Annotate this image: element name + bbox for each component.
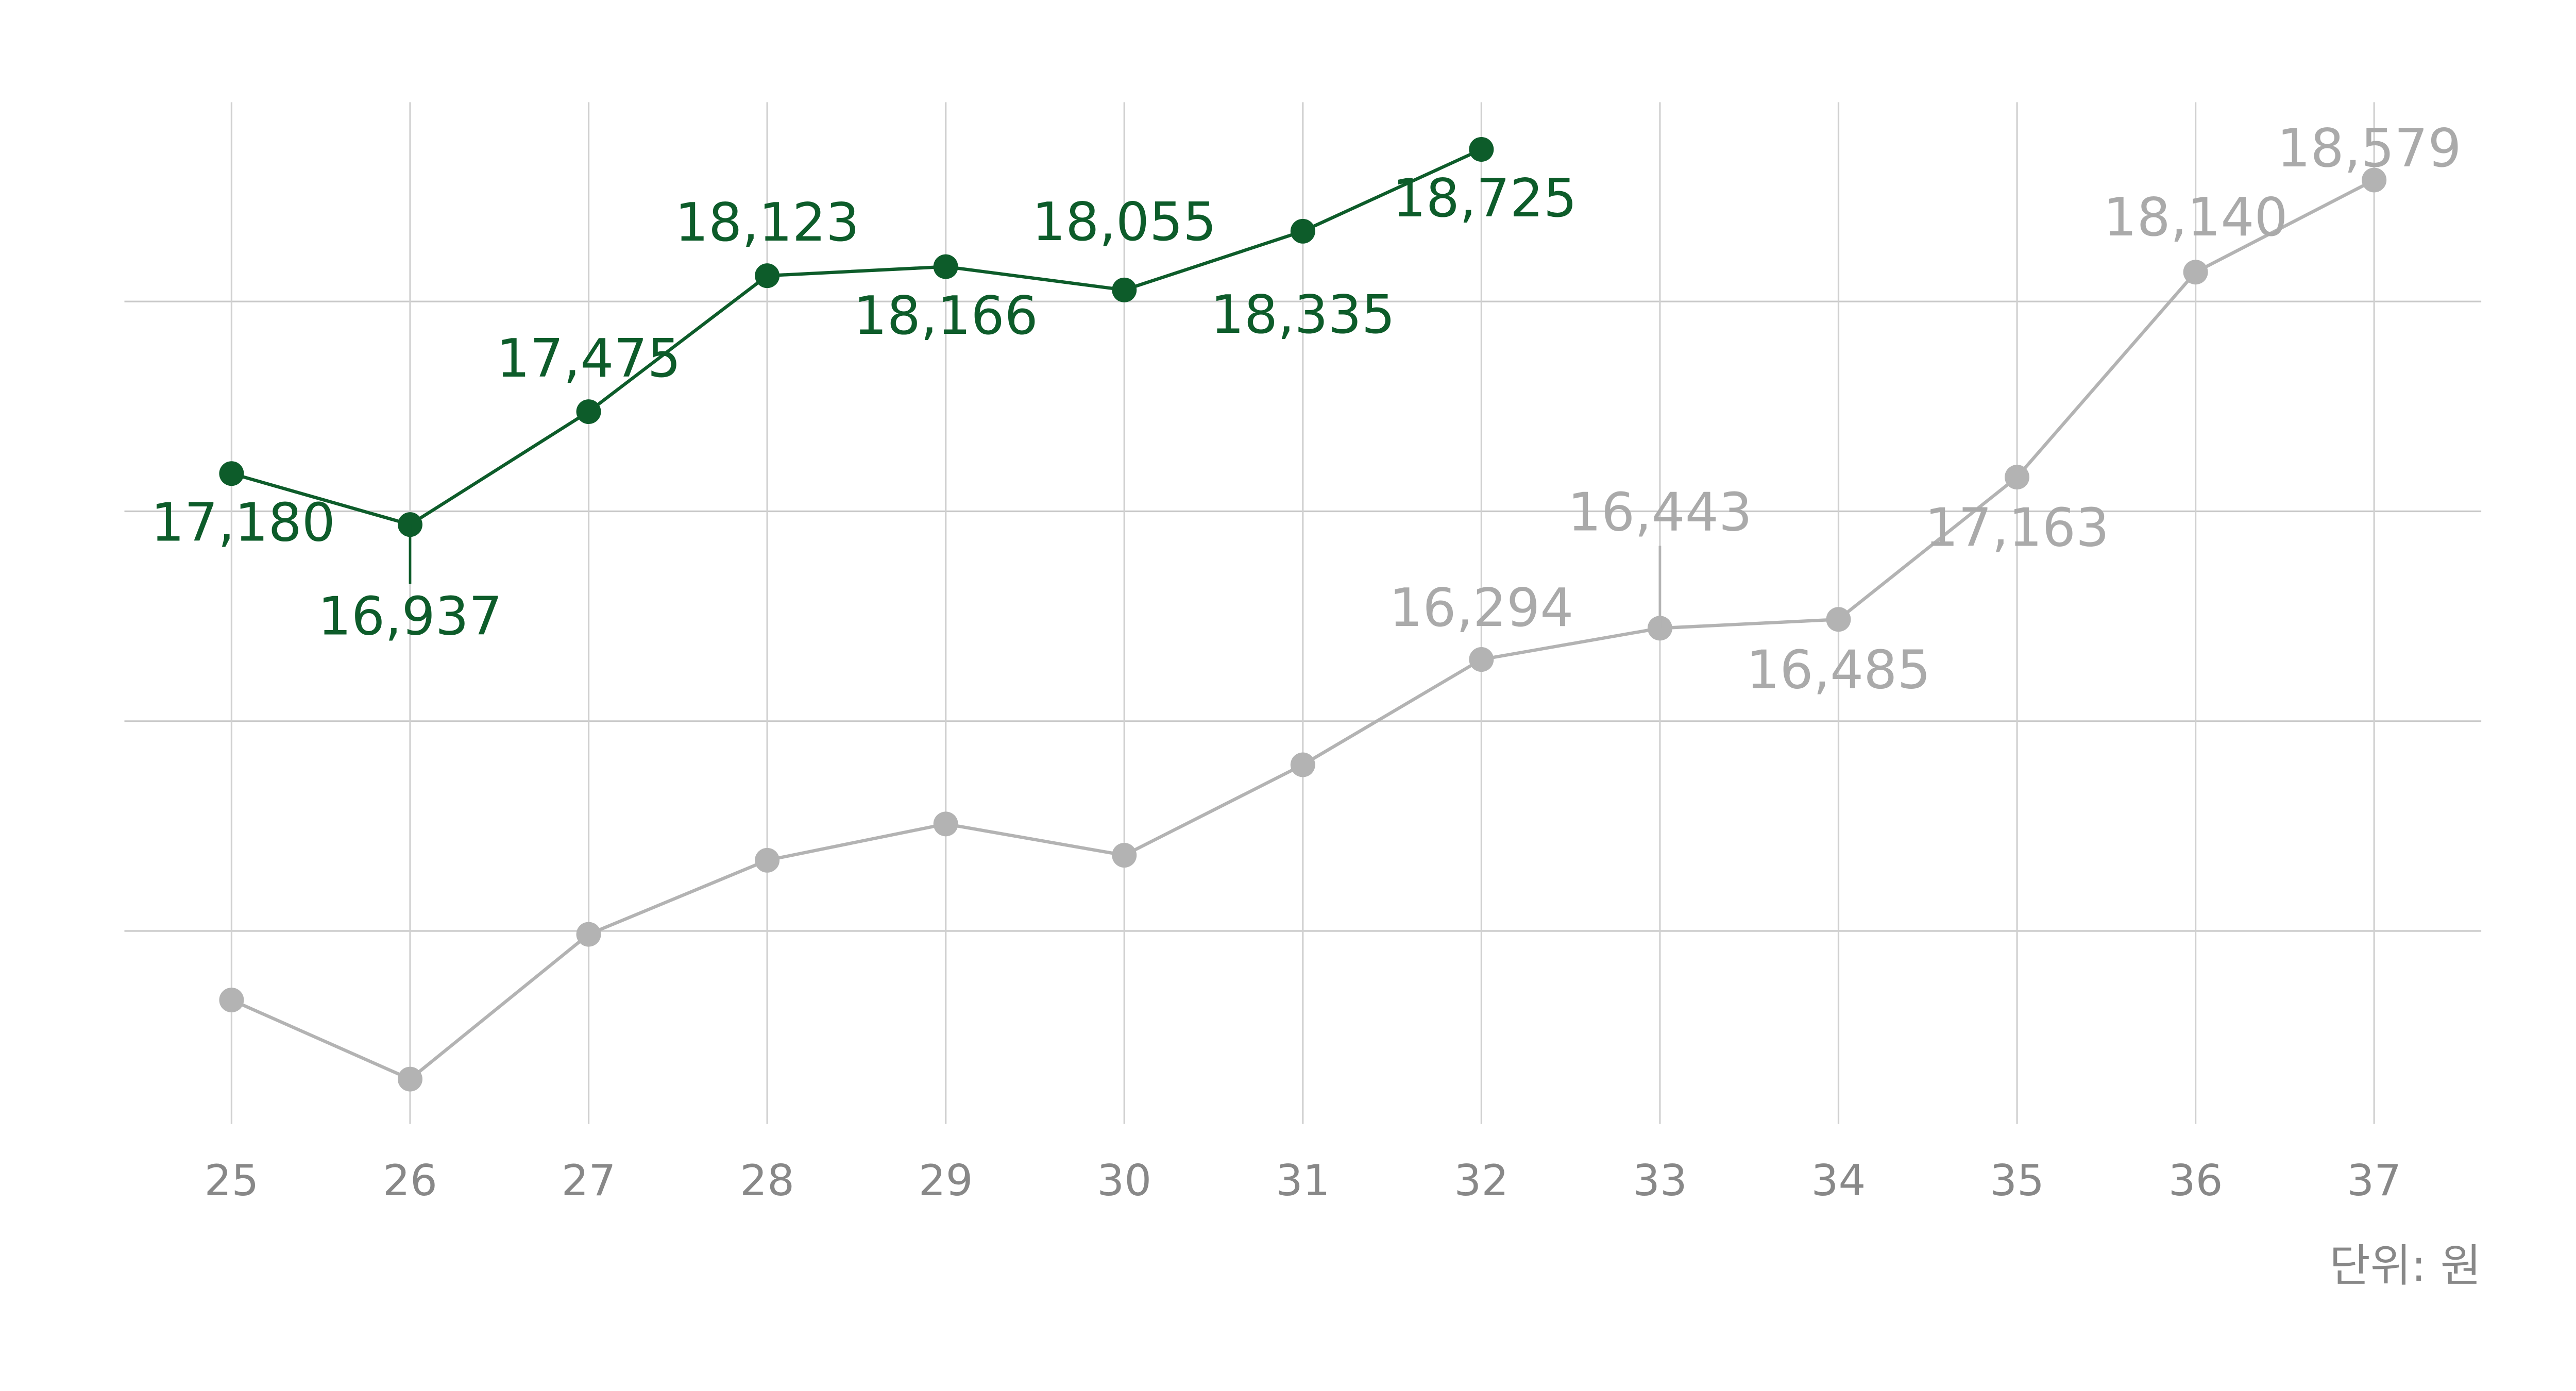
data-point — [755, 847, 780, 873]
data-point — [2005, 465, 2030, 490]
x-tick-label: 37 — [2347, 1156, 2401, 1206]
x-tick-label: 34 — [1811, 1156, 1866, 1206]
data-point — [2183, 260, 2208, 285]
data-point — [576, 399, 601, 425]
data-point — [1290, 218, 1315, 244]
data-point — [219, 988, 244, 1013]
x-tick-label: 33 — [1633, 1156, 1687, 1206]
data-point — [397, 1066, 422, 1092]
data-label: 17,180 — [151, 492, 335, 553]
data-point — [2362, 167, 2387, 193]
x-tick-label: 27 — [562, 1156, 616, 1206]
data-label: 18,579 — [2277, 118, 2461, 179]
x-tick-label: 32 — [1454, 1156, 1509, 1206]
x-tick-label: 35 — [1990, 1156, 2044, 1206]
series-line — [231, 148, 1482, 527]
data-point — [1469, 647, 1494, 672]
data-point — [1112, 277, 1137, 302]
data-point — [755, 263, 780, 289]
data-label: 17,163 — [1925, 498, 2109, 559]
data-point — [933, 254, 958, 279]
x-tick-label: 25 — [204, 1156, 259, 1206]
data-label: 17,475 — [496, 328, 681, 389]
data-point — [1290, 752, 1315, 777]
data-label: 16,443 — [1568, 482, 1752, 544]
x-tick-label: 30 — [1097, 1156, 1151, 1206]
x-tick-label: 29 — [919, 1156, 973, 1206]
data-point — [1826, 607, 1851, 632]
data-label: 18,166 — [854, 285, 1038, 347]
unit-label: 단위: 원 — [2329, 1241, 2481, 1292]
data-point — [219, 461, 244, 486]
data-label: 18,123 — [675, 192, 859, 253]
data-label: 18,055 — [1032, 192, 1216, 253]
x-tick-label: 26 — [383, 1156, 437, 1206]
x-tick-label: 31 — [1276, 1156, 1330, 1206]
data-label: 16,294 — [1389, 578, 1573, 639]
x-tick-label: 36 — [2168, 1156, 2223, 1206]
data-label: 18,335 — [1211, 284, 1395, 346]
data-label: 18,140 — [2104, 187, 2288, 248]
data-label: 16,937 — [318, 586, 502, 648]
data-point — [1112, 843, 1137, 868]
data-label: 18,725 — [1393, 168, 1577, 229]
data-point — [1469, 137, 1494, 162]
data-label: 16,485 — [1746, 640, 1930, 701]
data-point — [576, 922, 601, 947]
x-tick-label: 28 — [740, 1156, 794, 1206]
data-point — [933, 811, 958, 837]
